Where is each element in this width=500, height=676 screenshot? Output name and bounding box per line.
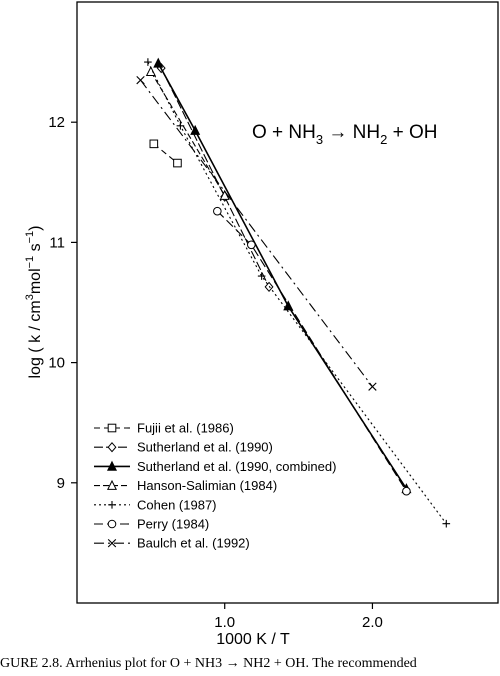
x-tick-label: 2.0	[362, 614, 383, 631]
legend-entry: Perry (1984)	[94, 517, 209, 532]
legend-label: Hanson-Salimian (1984)	[137, 478, 277, 493]
legend-label: Sutherland et al. (1990, combined)	[137, 459, 336, 474]
data-point	[153, 57, 164, 68]
series	[144, 58, 451, 528]
legend-entry: Baulch et al. (1992)	[94, 536, 250, 551]
data-point	[442, 519, 451, 528]
series-line	[147, 61, 447, 525]
y-axis-label: log ( k / cm3mol−1 s−1)	[24, 225, 44, 378]
legend-entry: Hanson-Salimian (1984)	[94, 478, 277, 493]
data-point	[219, 189, 230, 200]
chart: 9 10 11 12 1.0 2.0 O + NH3 → NH2 + OH 1000 K …	[24, 1, 499, 648]
x-axis-label: 1000 K / T	[216, 631, 290, 648]
legend-entry: Sutherland et al. (1990)	[94, 440, 273, 455]
data-point	[176, 122, 185, 130]
series	[156, 62, 274, 293]
series-line	[160, 67, 270, 288]
series	[145, 65, 230, 200]
data-point	[213, 206, 222, 216]
y-tick-label: 12	[48, 114, 65, 131]
series-line	[140, 79, 373, 387]
data-point	[107, 442, 117, 453]
legend-label: Perry (1984)	[137, 517, 209, 532]
y-tick-label: 11	[49, 234, 65, 251]
data-point	[106, 460, 118, 471]
legend-label: Cohen (1987)	[137, 497, 217, 512]
data-point	[402, 486, 411, 496]
y-tick-label: 10	[48, 355, 65, 372]
data-point	[106, 479, 118, 490]
legend-entry: Cohen (1987)	[94, 497, 217, 512]
series	[136, 75, 377, 391]
data-point	[107, 519, 117, 529]
data-point	[368, 382, 377, 391]
data-point	[257, 272, 266, 280]
data-point	[136, 75, 145, 85]
data-point	[149, 139, 159, 149]
data-point	[107, 423, 117, 433]
ticks: 9 10 11 12 1.0 2.0	[48, 114, 383, 631]
data-point	[247, 240, 256, 250]
series-line	[150, 71, 226, 196]
data-point	[108, 501, 116, 509]
series-group	[136, 57, 451, 528]
legend: Fujii et al. (1986) Sutherland et al. (19…	[94, 421, 336, 551]
legend-label: Fujii et al. (1986)	[137, 421, 234, 436]
reaction-title: O + NH3 → NH2 + OH	[252, 122, 438, 147]
legend-label: Baulch et al. (1992)	[137, 536, 250, 551]
data-point	[144, 58, 152, 66]
data-point	[107, 539, 117, 548]
series	[149, 139, 182, 168]
figure-caption: GURE 2.8. Arrhenius plot for O + NH3 → N…	[0, 656, 417, 671]
x-tick-label: 1.0	[214, 614, 235, 631]
legend-entry: Fujii et al. (1986)	[94, 421, 234, 436]
y-tick-label: 9	[57, 475, 65, 492]
legend-label: Sutherland et al. (1990)	[137, 440, 273, 455]
legend-entry: Sutherland et al. (1990, combined)	[94, 459, 336, 474]
plot-frame	[76, 1, 499, 604]
series	[213, 206, 411, 496]
data-point	[173, 158, 182, 168]
data-point	[190, 124, 201, 135]
